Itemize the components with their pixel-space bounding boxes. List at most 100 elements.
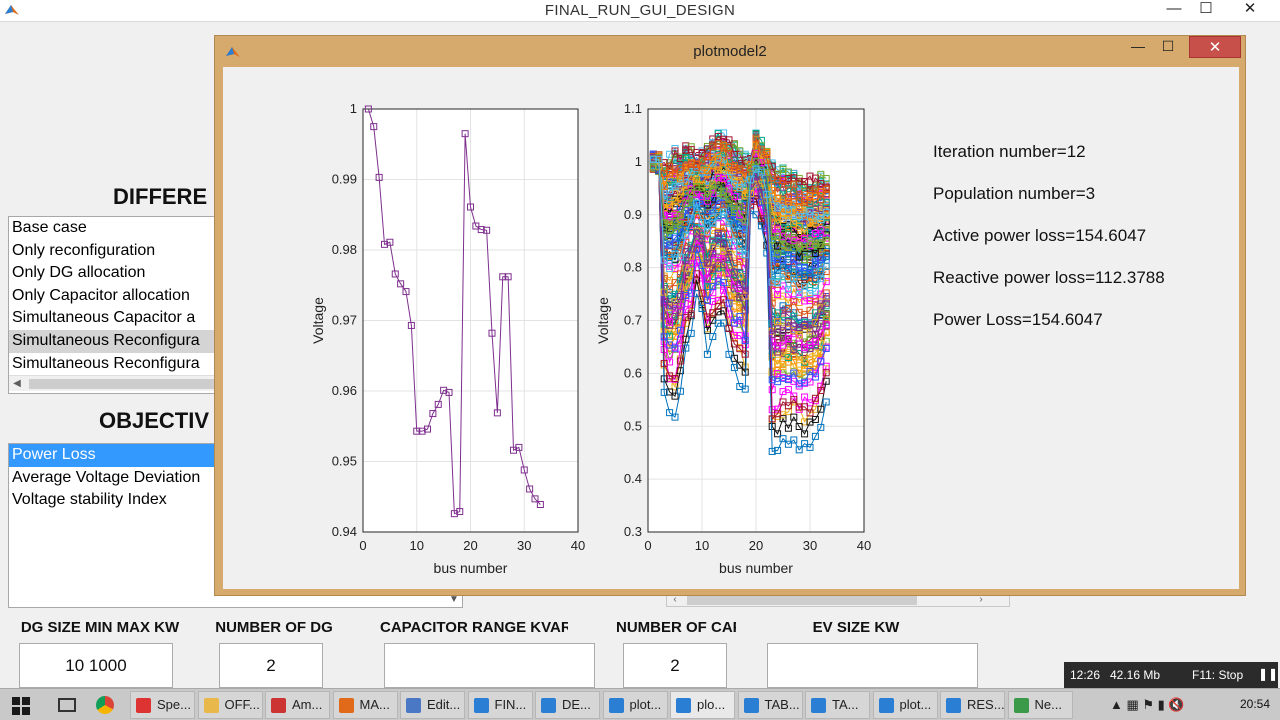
method-list-item[interactable]: Only DG allocation bbox=[12, 264, 146, 282]
data-point-marker bbox=[795, 222, 803, 230]
method-list-item[interactable]: Only reconfiguration bbox=[12, 241, 156, 259]
field-input[interactable] bbox=[384, 643, 595, 688]
data-point-marker bbox=[806, 378, 814, 386]
taskbar-button[interactable]: FIN... bbox=[467, 691, 533, 719]
data-point-marker bbox=[536, 501, 544, 509]
field-label: NUMBER OF DG bbox=[215, 619, 333, 636]
pause-icon[interactable]: ❚❚ bbox=[1258, 667, 1279, 681]
data-point-marker bbox=[703, 228, 711, 236]
taskbar-button[interactable]: RES... bbox=[940, 691, 1005, 719]
plot-maximize-button[interactable]: ☐ bbox=[1161, 38, 1175, 54]
data-point-marker bbox=[817, 226, 825, 234]
scroll-thumb[interactable] bbox=[29, 379, 229, 389]
taskbar-button[interactable]: OFF... bbox=[197, 691, 263, 719]
taskbar-button[interactable]: plot... bbox=[872, 691, 938, 719]
plot-minimize-button[interactable]: — bbox=[1131, 38, 1145, 54]
file-explorer-icon[interactable] bbox=[58, 698, 76, 712]
data-point-marker bbox=[736, 183, 744, 191]
data-point-marker bbox=[768, 376, 776, 384]
data-point-marker bbox=[801, 235, 809, 243]
data-point-marker bbox=[822, 252, 830, 260]
chrome-icon[interactable] bbox=[96, 696, 114, 714]
y-tick-label: 0.8 bbox=[624, 260, 642, 275]
objective-list-item[interactable]: Average Voltage Deviation bbox=[12, 468, 201, 486]
tray-icons[interactable]: ▲ ▦ ⚑ ▮ 🔇 bbox=[1110, 697, 1185, 712]
method-list-item[interactable]: Only Capacitor allocation bbox=[12, 286, 190, 304]
taskbar-button[interactable]: TAB... bbox=[737, 691, 803, 719]
data-point-marker bbox=[795, 356, 803, 364]
data-point-marker bbox=[736, 305, 744, 313]
data-point-marker bbox=[779, 165, 787, 173]
main-close-button[interactable]: ✕ bbox=[1243, 0, 1257, 17]
data-point-marker bbox=[763, 249, 771, 257]
plot-titlebar: plotmodel2 — ☐ ✕ bbox=[215, 36, 1245, 67]
data-point-marker bbox=[660, 298, 668, 306]
taskbar-button[interactable]: Spe... bbox=[130, 691, 195, 719]
plot-close-button[interactable]: ✕ bbox=[1189, 36, 1241, 58]
data-point-marker bbox=[822, 175, 830, 183]
y-tick-label: 0.97 bbox=[332, 313, 357, 328]
scroll-left-icon[interactable]: ◀ bbox=[13, 378, 21, 389]
data-point-marker bbox=[784, 168, 792, 176]
data-point-marker bbox=[811, 298, 819, 306]
taskbar-button-label: TA... bbox=[832, 697, 859, 712]
objective-list-item[interactable]: Voltage stability Index bbox=[12, 491, 167, 509]
data-point-marker bbox=[779, 374, 787, 382]
data-point-marker bbox=[801, 418, 809, 426]
main-minimize-button[interactable]: — bbox=[1166, 0, 1182, 17]
method-list-item[interactable]: Base case bbox=[12, 219, 87, 236]
scroll-left-icon[interactable]: ‹ bbox=[673, 594, 677, 605]
windows-start-icon[interactable] bbox=[12, 697, 30, 720]
data-point-marker bbox=[720, 240, 728, 248]
data-point-marker bbox=[790, 413, 798, 421]
recorder-stop-hint[interactable]: F11: Stop bbox=[1192, 668, 1244, 682]
data-point-marker bbox=[456, 508, 464, 516]
scroll-thumb[interactable] bbox=[687, 595, 917, 605]
data-point-marker bbox=[703, 166, 711, 174]
data-point-marker bbox=[720, 201, 728, 209]
taskbar-button[interactable]: MA... bbox=[332, 691, 398, 719]
data-point-marker bbox=[768, 278, 776, 286]
scroll-right-icon[interactable]: › bbox=[979, 594, 983, 605]
field-input[interactable]: 2 bbox=[623, 643, 727, 688]
data-point-marker bbox=[676, 283, 684, 291]
data-point-marker bbox=[795, 423, 803, 431]
taskbar-button[interactable]: Edit... bbox=[400, 691, 465, 719]
data-point-marker bbox=[698, 274, 706, 282]
method-list-item[interactable]: Simultaneous Reconfigura bbox=[9, 329, 267, 353]
taskbar-button[interactable]: plo... bbox=[670, 691, 735, 719]
data-point-marker bbox=[795, 380, 803, 388]
data-point-marker bbox=[811, 342, 819, 350]
main-maximize-button[interactable]: ☐ bbox=[1199, 0, 1213, 17]
taskbar-button-label: plo... bbox=[697, 697, 726, 712]
data-point-marker bbox=[784, 207, 792, 215]
data-point-marker bbox=[774, 220, 782, 228]
population-series bbox=[649, 154, 830, 252]
data-point-marker bbox=[822, 225, 830, 233]
methods-hscrollbar[interactable]: ◀ bbox=[9, 375, 267, 391]
taskbar-button[interactable]: TA... bbox=[805, 691, 870, 719]
objective-scroll-down-icon[interactable]: ▼ bbox=[449, 594, 459, 605]
method-list-item[interactable]: Simultaneous Reconfigura bbox=[12, 354, 200, 372]
taskbar-button[interactable]: Am... bbox=[265, 691, 330, 719]
data-point-marker bbox=[801, 403, 809, 411]
data-point-marker bbox=[703, 283, 711, 291]
data-point-marker bbox=[397, 280, 405, 288]
data-point-marker bbox=[730, 340, 738, 348]
field-input[interactable] bbox=[767, 643, 978, 688]
taskbar-button-label: TAB... bbox=[764, 697, 800, 712]
data-point-marker bbox=[741, 174, 749, 182]
data-point-marker bbox=[790, 346, 798, 354]
taskbar-button[interactable]: DE... bbox=[535, 691, 600, 719]
field-input[interactable]: 2 bbox=[219, 643, 323, 688]
data-point-marker bbox=[811, 432, 819, 440]
data-point-marker bbox=[402, 288, 410, 296]
taskbar-button[interactable]: plot... bbox=[602, 691, 668, 719]
data-point-marker bbox=[779, 215, 787, 223]
data-point-marker bbox=[774, 318, 782, 326]
method-list-item[interactable]: Simultaneous Capacitor a bbox=[12, 309, 196, 327]
data-point-marker bbox=[741, 350, 749, 358]
field-input[interactable]: 10 1000 bbox=[19, 643, 173, 688]
series-line bbox=[653, 143, 827, 223]
taskbar-button[interactable]: Ne... bbox=[1007, 691, 1073, 719]
